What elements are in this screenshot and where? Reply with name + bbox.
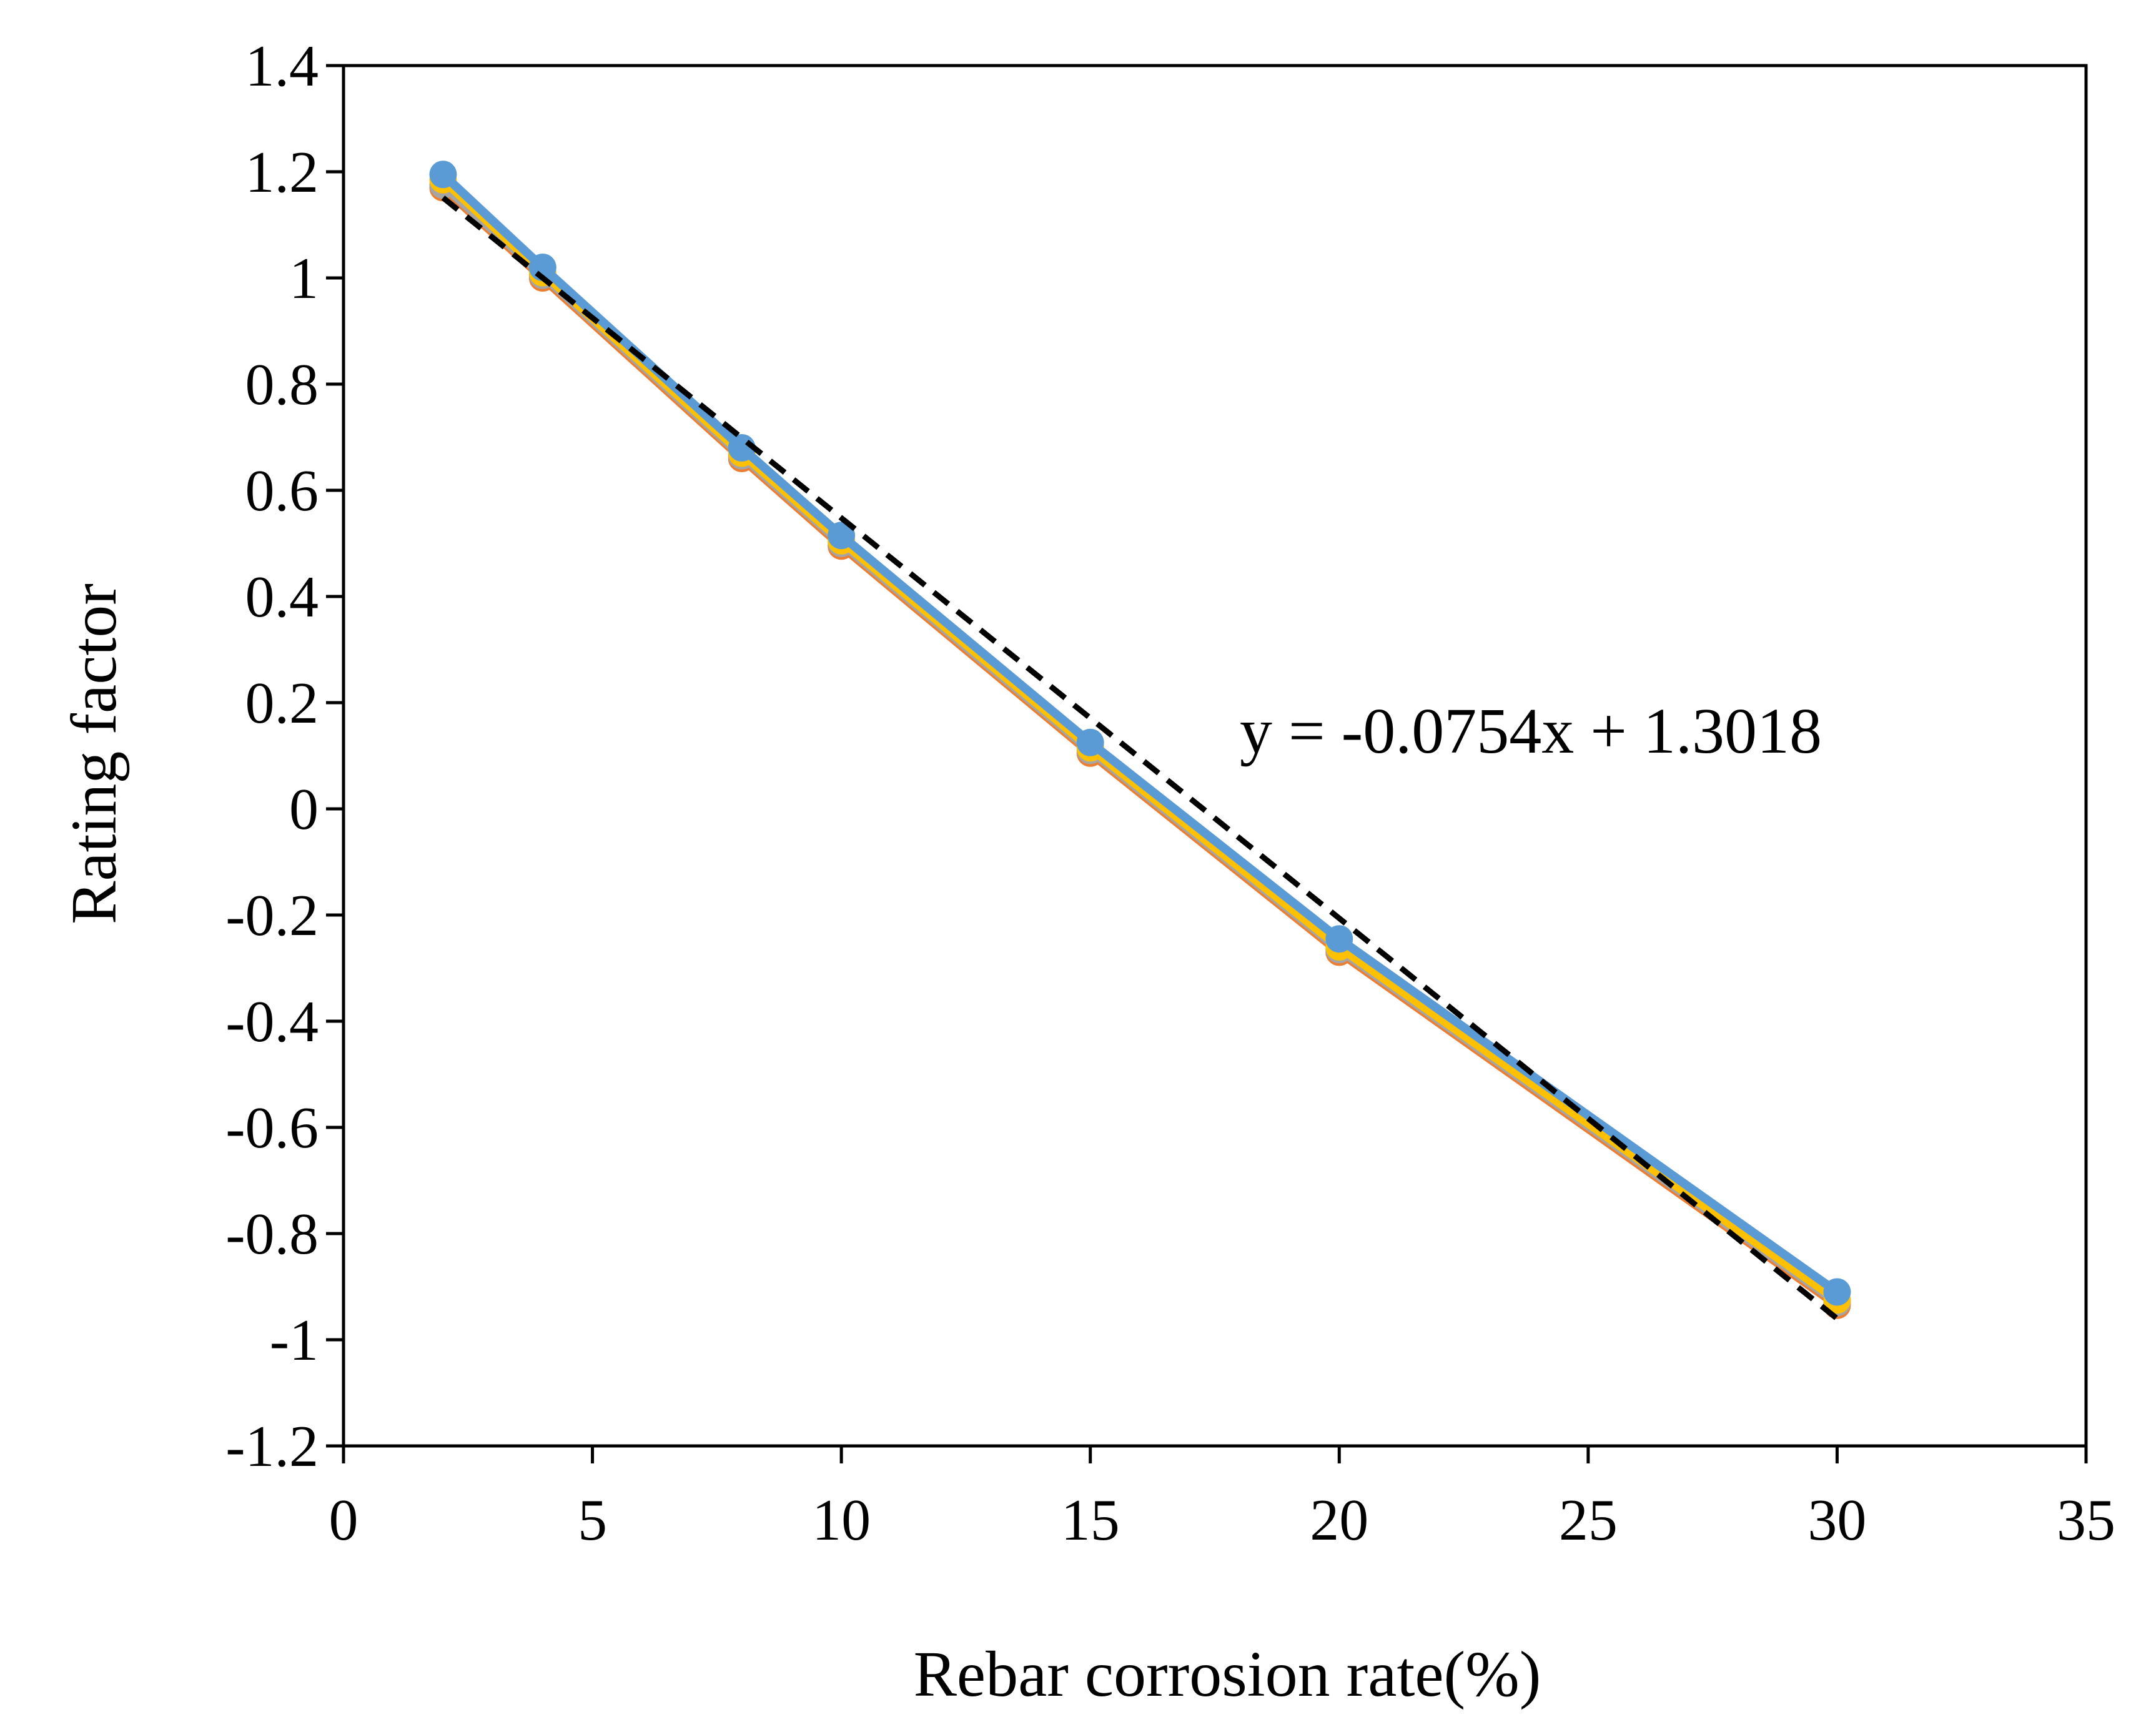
y-axis-title: Rating factor [58,583,130,924]
y-tick-label: 0.8 [245,352,319,417]
plot-area-frame [342,64,2088,1448]
y-tick-label: 1 [289,246,319,311]
trendline-equation: y = -0.0754x + 1.3018 [1240,695,1822,767]
series-4-point [1823,1278,1851,1306]
y-tick-label: 1.4 [245,34,319,99]
y-tick-label: 0.6 [245,458,319,523]
y-tick-label: 0.4 [245,565,319,630]
y-tick-label: -1 [270,1308,319,1373]
y-tick-label: -0.8 [225,1202,319,1267]
series-4-point [828,522,856,550]
series-4-point [1076,728,1104,756]
x-axis: 0 5 10 15 20 25 30 35 [329,1446,2115,1553]
y-tick-label: -0.6 [225,1096,319,1160]
y-tick-label: 0 [289,777,319,842]
x-tick-label: 5 [578,1488,607,1553]
y-tick-label: 1.2 [245,140,319,205]
x-tick-label: 10 [812,1488,871,1553]
x-tick-label: 20 [1310,1488,1368,1553]
x-axis-title: Rebar corrosion rate(%) [914,1638,1541,1710]
series-4-point [429,161,457,189]
y-tick-label: -0.2 [225,883,319,948]
x-tick-label: 15 [1061,1488,1120,1553]
y-axis: -1.2 -1 -0.8 -0.6 -0.4 -0.2 0 0.2 0.4 0.6 0.8 1 1.2 1… [225,34,344,1479]
x-tick-label: 30 [1807,1488,1866,1553]
x-tick-label: 0 [329,1488,359,1553]
x-tick-label: 35 [2057,1488,2115,1553]
x-tick-label: 25 [1559,1488,1618,1553]
y-tick-label: -0.4 [225,989,319,1054]
y-tick-label: 0.2 [245,671,319,736]
series-4-point [1325,925,1353,953]
y-tick-label: -1.2 [225,1414,319,1479]
